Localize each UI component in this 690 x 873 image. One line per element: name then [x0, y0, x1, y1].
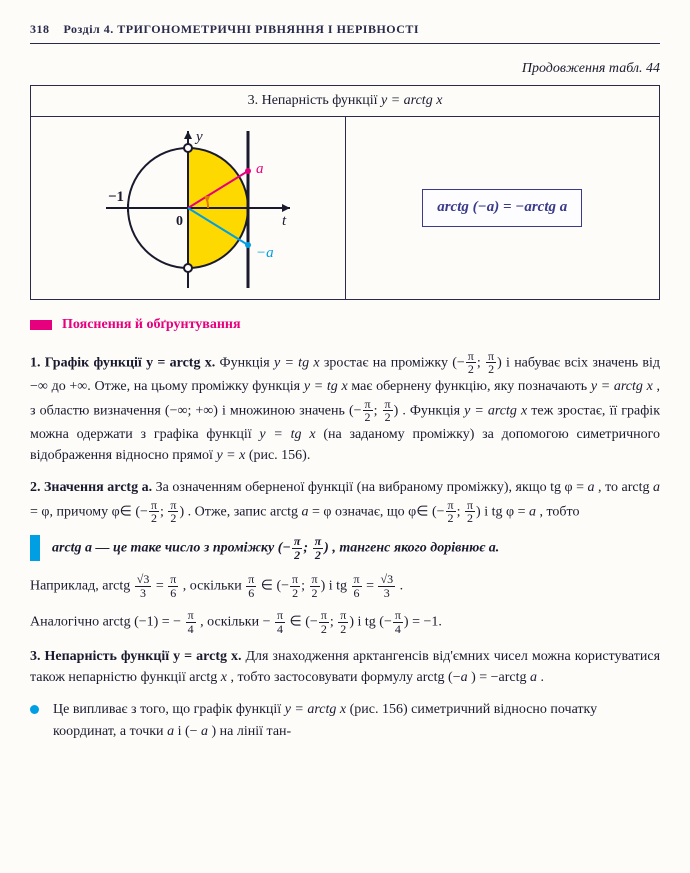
continuation-label: Продовження табл. 44: [30, 58, 660, 80]
page-header: 318 Розділ 4. ТРИГОНОМЕТРИЧНІ РІВНЯННЯ І…: [30, 20, 660, 44]
bullet-text: Це випливає з того, що графік функції y …: [53, 699, 660, 742]
page-number: 318: [30, 22, 50, 36]
svg-text:a: a: [256, 161, 264, 177]
example-2: Аналогічно arctg (−1) = − π4 , оскільки …: [30, 609, 660, 635]
section-heading: Пояснення й обґрунтування: [30, 314, 660, 336]
chapter-label: Розділ 4.: [64, 22, 114, 36]
svg-text:0: 0: [176, 214, 183, 229]
magenta-bar-icon: [30, 320, 52, 330]
table-row: y t 0 −1 a −a arctg (−a) = −arctg a: [31, 117, 659, 299]
section-heading-label: Пояснення й обґрунтування: [62, 314, 241, 336]
arctg-diagram: y t 0 −1 a −a: [58, 123, 318, 293]
identity-box: arctg (−a) = −arctg a: [422, 189, 582, 226]
svg-text:−1: −1: [108, 189, 124, 205]
body-text: 1. Графік функції y = arctg x. Функція y…: [30, 350, 660, 743]
chapter-title: ТРИГОНОМЕТРИЧНІ РІВНЯННЯ І НЕРІВНОСТІ: [117, 22, 419, 36]
table-title: 3. Непарність функції y = arctg x: [31, 86, 659, 117]
paragraph-2: 2. Значення arctg a. За означенням оберн…: [30, 477, 660, 525]
example-1: Наприклад, arctg √33 = π6 , оскільки π6 …: [30, 573, 660, 599]
svg-text:−a: −a: [256, 245, 274, 261]
cyan-bar-icon: [30, 535, 40, 561]
svg-text:y: y: [194, 129, 203, 145]
highlight-definition: arctg a — це таке число з проміжку (−π2;…: [30, 535, 660, 561]
bullet-note: Це випливає з того, що графік функції y …: [30, 699, 660, 742]
paragraph-1: 1. Графік функції y = arctg x. Функція y…: [30, 350, 660, 467]
paragraph-3: 3. Непарність функції y = arctg x. Для з…: [30, 646, 660, 689]
diagram-cell: y t 0 −1 a −a: [31, 117, 346, 299]
svg-text:t: t: [282, 213, 287, 229]
highlight-text: arctg a — це таке число з проміжку (−π2;…: [52, 535, 660, 561]
table-44: 3. Непарність функції y = arctg x: [30, 85, 660, 300]
identity-cell: arctg (−a) = −arctg a: [346, 117, 660, 299]
bullet-dot-icon: [30, 705, 39, 714]
textbook-page: 318 Розділ 4. ТРИГОНОМЕТРИЧНІ РІВНЯННЯ І…: [0, 0, 690, 873]
